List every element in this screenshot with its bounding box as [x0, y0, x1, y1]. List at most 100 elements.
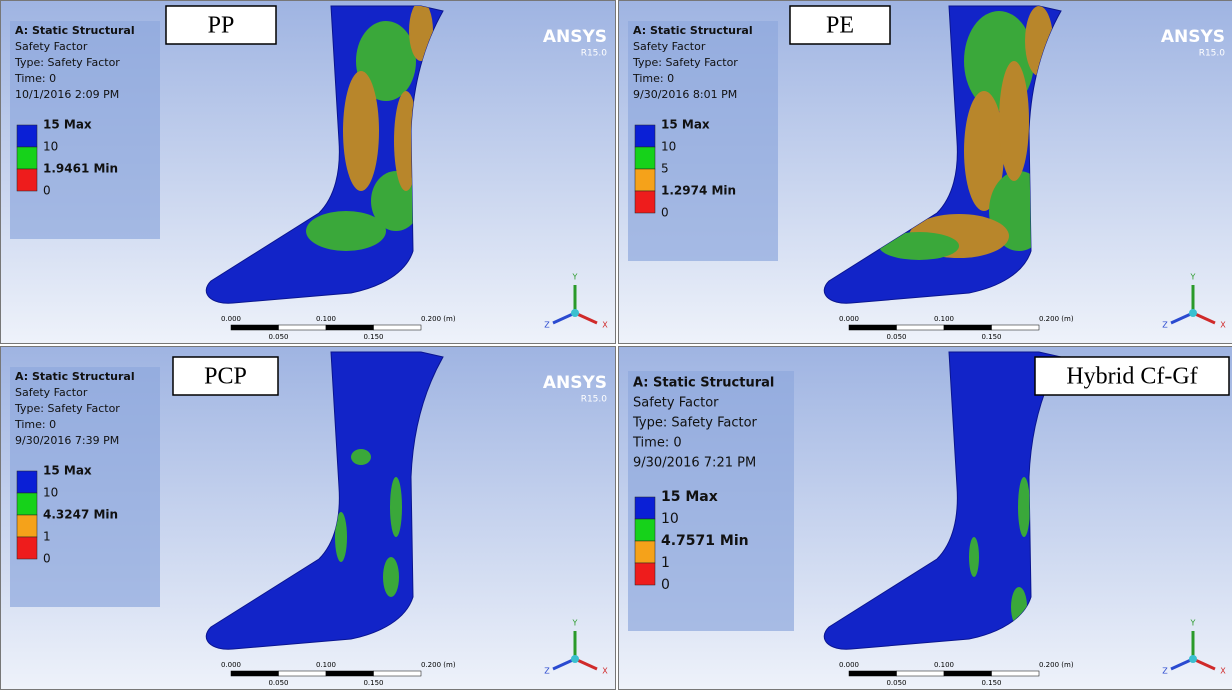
scale-label: 0.050 — [886, 333, 906, 341]
legend-swatch — [17, 537, 37, 559]
legend-swatch — [17, 471, 37, 493]
legend-swatch — [17, 125, 37, 147]
axis-label: X — [602, 321, 608, 330]
result-panel: A: Static StructuralSafety FactorType: S… — [618, 346, 1232, 690]
panel-label: Hybrid Cf-Gf — [1066, 364, 1197, 390]
axis-label: Z — [1162, 667, 1168, 676]
triad-center — [1189, 309, 1197, 317]
legend-swatch — [635, 541, 655, 563]
figure: A: Static Structural Safety Factor Type: S… — [0, 0, 1232, 688]
info-title: A: Static Structural — [633, 24, 753, 37]
legend-label: 10 — [43, 140, 58, 154]
axis-label: X — [1220, 321, 1226, 330]
legend-label: 0 — [43, 184, 51, 198]
legend-label: 10 — [661, 140, 676, 154]
info-line: 9/30/2016 8:01 PM — [633, 88, 737, 101]
info-line: Time: 0 — [632, 72, 674, 85]
legend-swatch — [635, 191, 655, 213]
scale-segment — [944, 671, 992, 676]
scale-segment — [326, 671, 374, 676]
info-title: A: Static Structural — [15, 24, 135, 37]
panel-label: PP — [208, 13, 235, 39]
result-panel: A: Static Structural Safety Factor Type: S… — [618, 0, 1232, 344]
scale-label: 0.100 — [316, 661, 336, 669]
scale-segment — [992, 671, 1040, 676]
scale-label: 0.100 — [316, 315, 336, 323]
patch — [999, 61, 1029, 181]
axis-label: Z — [544, 667, 550, 676]
legend-swatch — [635, 147, 655, 169]
scale-segment — [944, 325, 992, 330]
version: R15.0 — [1199, 49, 1226, 59]
scale-segment — [897, 671, 945, 676]
patch — [1018, 477, 1030, 537]
scale-segment — [849, 671, 897, 676]
scale-label: 0.000 — [221, 315, 241, 323]
triad-center — [1189, 655, 1197, 663]
info-line: Type: Safety Factor — [14, 402, 120, 415]
scale-label: 0.000 — [839, 661, 859, 669]
scale-label: 0.200 (m) — [1039, 315, 1074, 323]
info-line: Safety Factor — [15, 386, 88, 399]
scale-segment — [992, 325, 1040, 330]
legend-label: 4.3247 Min — [43, 508, 118, 522]
legend-label: 1.9461 Min — [43, 162, 118, 176]
legend-label: 0 — [661, 206, 669, 220]
scale-label: 0.100 — [934, 661, 954, 669]
info-line: Time: 0 — [14, 418, 56, 431]
legend-label: 15 Max — [43, 118, 92, 132]
legend-swatch — [635, 169, 655, 191]
scale-label: 0.150 — [981, 679, 1001, 687]
scale-segment — [231, 325, 279, 330]
triad-center — [571, 309, 579, 317]
scale-label: 0.200 (m) — [421, 661, 456, 669]
legend-label: 0 — [43, 552, 51, 566]
scale-segment — [374, 325, 422, 330]
legend-swatch — [17, 493, 37, 515]
viewport: A: Static Structural Safety Factor Type: S… — [619, 1, 1232, 343]
scale-label: 0.100 — [934, 315, 954, 323]
patch — [343, 71, 379, 191]
scale-label: 0.150 — [363, 333, 383, 341]
brand: ANSYS — [1161, 27, 1225, 47]
legend-label: 5 — [661, 162, 669, 176]
info-line: Time: 0 — [632, 436, 682, 451]
patch — [351, 449, 371, 465]
patch — [383, 557, 399, 597]
axis-label: Y — [572, 619, 578, 628]
axis-label: Y — [1190, 619, 1196, 628]
legend-label: 1 — [661, 555, 670, 571]
legend-swatch — [17, 169, 37, 191]
patch — [306, 211, 386, 251]
legend-swatch — [17, 515, 37, 537]
scale-segment — [326, 325, 374, 330]
scale-label: 0.000 — [221, 661, 241, 669]
legend-label: 15 Max — [661, 118, 710, 132]
info-line: Type: Safety Factor — [632, 56, 738, 69]
legend-label: 15 Max — [43, 464, 92, 478]
scale-segment — [849, 325, 897, 330]
scale-segment — [279, 325, 327, 330]
scale-segment — [897, 325, 945, 330]
scale-segment — [374, 671, 422, 676]
info-line: 9/30/2016 7:39 PM — [15, 434, 119, 447]
version: R15.0 — [581, 49, 608, 59]
info-line: Safety Factor — [633, 396, 719, 411]
legend-label: 10 — [43, 486, 58, 500]
legend-label: 15 Max — [661, 489, 718, 505]
axis-label: X — [1220, 667, 1226, 676]
brand: ANSYS — [543, 373, 607, 393]
viewport: A: Static StructuralSafety FactorType: S… — [1, 1, 615, 343]
patch — [390, 477, 402, 537]
legend-swatch — [17, 147, 37, 169]
axis-label: Z — [544, 321, 550, 330]
info-line: Safety Factor — [633, 40, 706, 53]
legend-swatch — [635, 519, 655, 541]
info-line: Safety Factor — [15, 40, 88, 53]
panel-label: PCP — [204, 364, 247, 390]
info-line: Time: 0 — [14, 72, 56, 85]
scale-label: 0.000 — [839, 315, 859, 323]
